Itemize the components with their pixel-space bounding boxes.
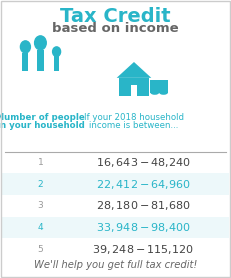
Text: 3: 3 bbox=[38, 201, 43, 210]
Circle shape bbox=[35, 36, 46, 50]
Text: $22,412 - $64,960: $22,412 - $64,960 bbox=[96, 178, 191, 190]
FancyBboxPatch shape bbox=[2, 217, 229, 238]
FancyBboxPatch shape bbox=[131, 85, 137, 96]
Text: Tax Credit: Tax Credit bbox=[60, 7, 171, 26]
Ellipse shape bbox=[159, 90, 168, 95]
Text: 5: 5 bbox=[38, 245, 43, 254]
Text: $28,180 - $81,680: $28,180 - $81,680 bbox=[96, 199, 191, 212]
Text: $33,948 - $98,400: $33,948 - $98,400 bbox=[96, 221, 191, 234]
Ellipse shape bbox=[150, 80, 159, 85]
FancyBboxPatch shape bbox=[150, 80, 159, 93]
Circle shape bbox=[53, 47, 61, 56]
Text: in your household: in your household bbox=[0, 121, 84, 130]
FancyBboxPatch shape bbox=[119, 78, 149, 96]
Ellipse shape bbox=[159, 80, 168, 85]
Ellipse shape bbox=[150, 90, 159, 95]
Text: $16,643 - $48,240: $16,643 - $48,240 bbox=[96, 156, 191, 169]
FancyBboxPatch shape bbox=[54, 56, 59, 71]
Ellipse shape bbox=[159, 85, 168, 90]
FancyBboxPatch shape bbox=[2, 173, 229, 195]
Text: based on income: based on income bbox=[52, 22, 179, 35]
Text: $39,248 - $115,120: $39,248 - $115,120 bbox=[92, 243, 194, 255]
Text: Number of people: Number of people bbox=[0, 113, 84, 121]
Text: 4: 4 bbox=[38, 223, 43, 232]
Circle shape bbox=[20, 41, 30, 53]
Text: If your 2018 household: If your 2018 household bbox=[84, 113, 184, 121]
Text: income is between...: income is between... bbox=[89, 121, 179, 130]
Text: 1: 1 bbox=[38, 158, 43, 167]
FancyBboxPatch shape bbox=[159, 80, 168, 93]
Ellipse shape bbox=[150, 85, 159, 90]
FancyBboxPatch shape bbox=[22, 53, 28, 71]
Polygon shape bbox=[117, 62, 151, 78]
FancyBboxPatch shape bbox=[37, 50, 44, 71]
Text: We'll help you get full tax credit!: We'll help you get full tax credit! bbox=[34, 260, 197, 270]
Text: 2: 2 bbox=[38, 180, 43, 188]
